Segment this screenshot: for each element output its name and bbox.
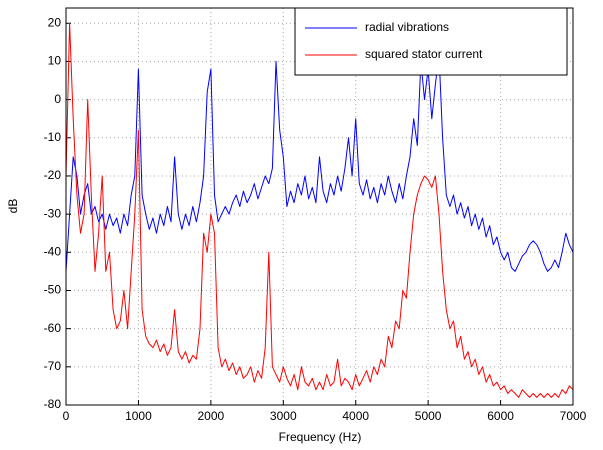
x-axis-label: Frequency (Hz) xyxy=(279,430,362,444)
series-line xyxy=(65,22,574,398)
x-tick-label: 4000 xyxy=(342,409,369,423)
y-tick-label: -30 xyxy=(44,206,62,220)
x-tick-label: 7000 xyxy=(560,409,587,423)
x-tick-label: 2000 xyxy=(198,409,225,423)
y-tick-label: -60 xyxy=(44,321,62,335)
y-axis-label: dB xyxy=(6,199,20,214)
series-line xyxy=(65,53,574,272)
x-tick-label: 6000 xyxy=(487,409,514,423)
x-tick-label: 5000 xyxy=(415,409,442,423)
y-tick-label: 20 xyxy=(48,15,62,29)
x-tick-label: 1000 xyxy=(125,409,152,423)
y-tick-label: -80 xyxy=(44,397,62,411)
y-tick-label: 10 xyxy=(48,54,62,68)
legend-label: radial vibrations xyxy=(365,20,449,34)
y-tick-label: -50 xyxy=(44,283,62,297)
y-tick-label: -10 xyxy=(44,130,62,144)
x-tick-label: 0 xyxy=(63,409,70,423)
y-tick-label: 0 xyxy=(54,92,61,106)
y-tick-label: -20 xyxy=(44,168,62,182)
y-tick-label: -40 xyxy=(44,244,62,258)
x-tick-label: 3000 xyxy=(270,409,297,423)
legend-label: squared stator current xyxy=(365,47,483,61)
y-tick-label: -70 xyxy=(44,359,62,373)
legend-box xyxy=(294,7,568,76)
